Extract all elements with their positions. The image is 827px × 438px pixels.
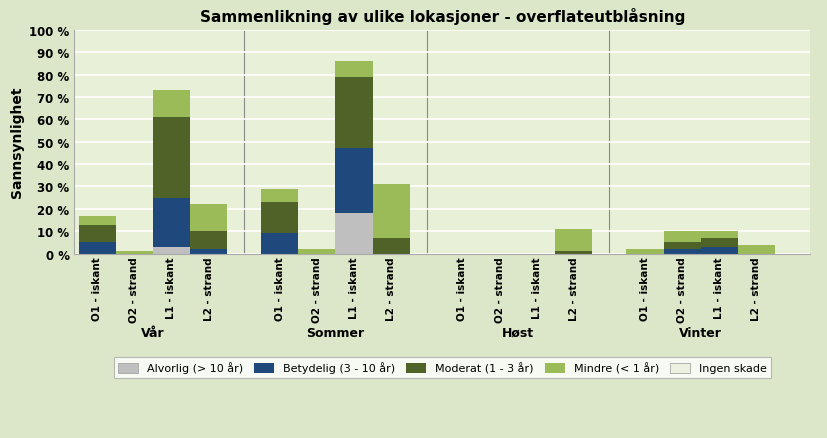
Legend: Alvorlig (> 10 år), Betydelig (3 - 10 år), Moderat (1 - 3 år), Mindre (< 1 år), : Alvorlig (> 10 år), Betydelig (3 - 10 år…: [113, 357, 772, 378]
Bar: [555, 230, 592, 252]
Bar: [627, 250, 663, 254]
Bar: [153, 247, 190, 254]
Bar: [372, 238, 409, 254]
Bar: [336, 78, 372, 149]
Bar: [261, 234, 299, 254]
Bar: [116, 252, 153, 254]
Y-axis label: Sannsynlighet: Sannsynlighet: [10, 87, 24, 198]
Text: Vinter: Vinter: [679, 326, 722, 339]
Bar: [153, 91, 190, 118]
Bar: [663, 232, 700, 243]
Bar: [700, 238, 738, 247]
Bar: [299, 250, 336, 254]
Bar: [261, 203, 299, 234]
Bar: [700, 247, 738, 254]
Bar: [336, 214, 372, 254]
Bar: [663, 250, 700, 254]
Text: Sommer: Sommer: [306, 326, 365, 339]
Bar: [190, 232, 227, 250]
Bar: [153, 118, 190, 198]
Bar: [79, 225, 116, 243]
Bar: [261, 189, 299, 203]
Bar: [336, 149, 372, 214]
Bar: [738, 245, 775, 254]
Bar: [336, 62, 372, 78]
Bar: [190, 250, 227, 254]
Bar: [555, 252, 592, 254]
Title: Sammenlikning av ulike lokasjoner - overflateutblåsning: Sammenlikning av ulike lokasjoner - over…: [200, 8, 685, 25]
Text: Vår: Vår: [141, 326, 165, 339]
Bar: [663, 243, 700, 250]
Bar: [190, 205, 227, 232]
Text: Høst: Høst: [502, 326, 534, 339]
Bar: [79, 216, 116, 225]
Bar: [700, 232, 738, 238]
Bar: [153, 198, 190, 247]
Bar: [79, 243, 116, 254]
Bar: [372, 185, 409, 238]
